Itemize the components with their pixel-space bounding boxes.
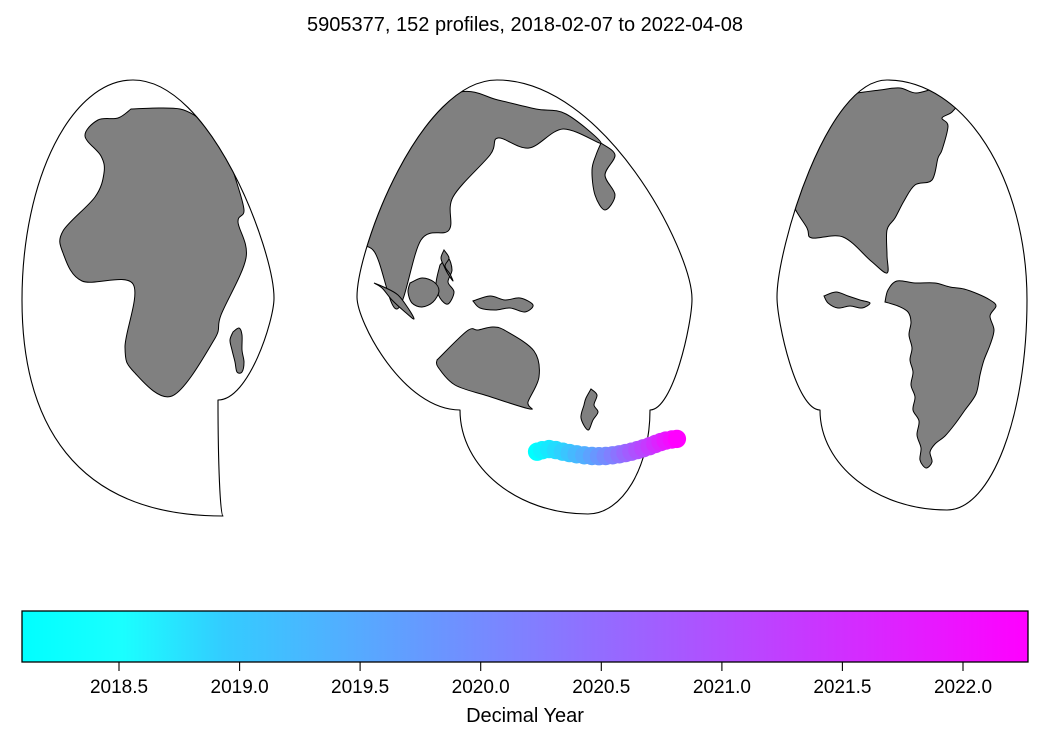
svg-text:Decimal Year: Decimal Year: [466, 705, 584, 727]
svg-text:2019.0: 2019.0: [211, 677, 269, 698]
svg-text:2020.0: 2020.0: [452, 677, 510, 698]
svg-text:2018.5: 2018.5: [90, 677, 148, 698]
svg-text:2021.5: 2021.5: [813, 677, 871, 698]
svg-text:2021.0: 2021.0: [693, 677, 751, 698]
svg-text:2020.5: 2020.5: [572, 677, 630, 698]
svg-text:2022.0: 2022.0: [934, 677, 992, 698]
svg-text:2019.5: 2019.5: [331, 677, 389, 698]
